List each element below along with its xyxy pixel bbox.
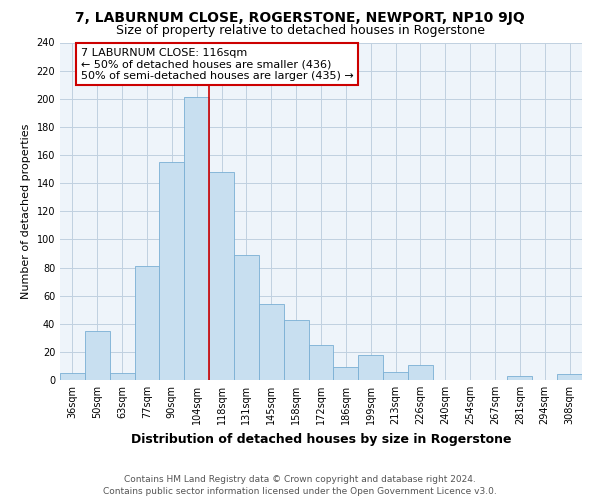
Text: Size of property relative to detached houses in Rogerstone: Size of property relative to detached ho… — [115, 24, 485, 37]
Bar — [234, 255, 259, 380]
Bar — [284, 320, 308, 380]
Bar — [383, 372, 408, 380]
Bar — [508, 376, 532, 380]
Bar — [408, 364, 433, 380]
X-axis label: Distribution of detached houses by size in Rogerstone: Distribution of detached houses by size … — [131, 432, 511, 446]
Bar — [308, 345, 334, 380]
Bar — [134, 266, 160, 380]
Bar — [259, 304, 284, 380]
Bar — [557, 374, 582, 380]
Bar — [85, 331, 110, 380]
Text: 7, LABURNUM CLOSE, ROGERSTONE, NEWPORT, NP10 9JQ: 7, LABURNUM CLOSE, ROGERSTONE, NEWPORT, … — [75, 11, 525, 25]
Text: Contains HM Land Registry data © Crown copyright and database right 2024.
Contai: Contains HM Land Registry data © Crown c… — [103, 474, 497, 496]
Bar — [60, 373, 85, 380]
Bar — [334, 368, 358, 380]
Bar — [110, 373, 134, 380]
Bar — [184, 98, 209, 380]
Bar — [209, 172, 234, 380]
Y-axis label: Number of detached properties: Number of detached properties — [21, 124, 31, 299]
Text: 7 LABURNUM CLOSE: 116sqm
← 50% of detached houses are smaller (436)
50% of semi-: 7 LABURNUM CLOSE: 116sqm ← 50% of detach… — [81, 48, 353, 81]
Bar — [358, 354, 383, 380]
Bar — [160, 162, 184, 380]
